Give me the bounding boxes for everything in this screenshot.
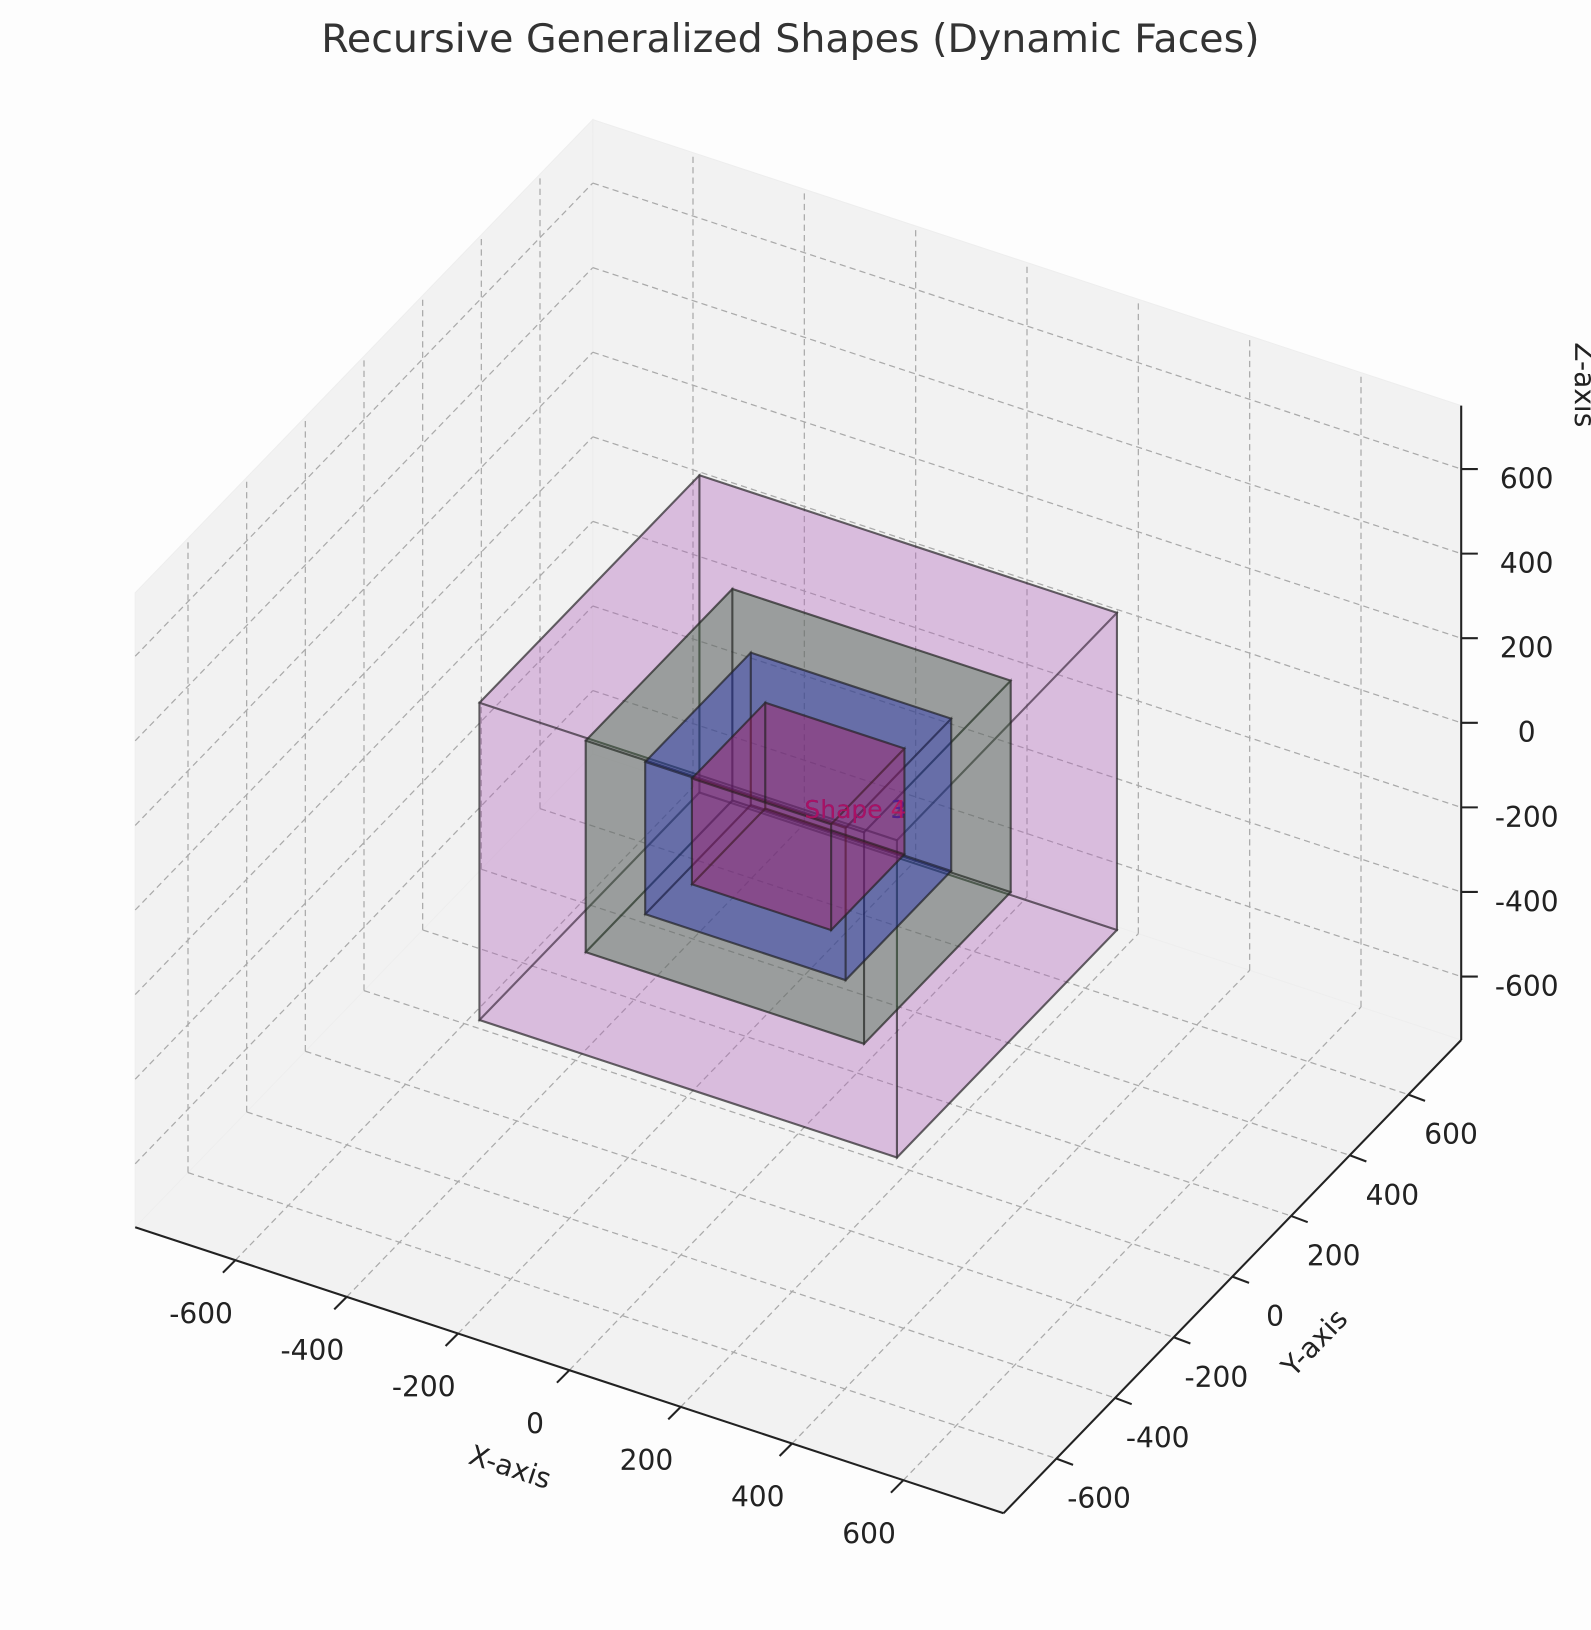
cube-face xyxy=(698,473,1118,932)
plot: Recursive Generalized Shapes (Dynamic Fa… xyxy=(134,16,1591,1550)
cube-face xyxy=(583,799,1013,1045)
shape-label: Shape 2 xyxy=(804,795,906,824)
z-tick-label: 400 xyxy=(1500,547,1554,580)
x-tick xyxy=(556,1369,571,1384)
y-tick-label: -600 xyxy=(1067,1482,1131,1515)
y-tick xyxy=(1114,1396,1133,1406)
grid-line xyxy=(791,969,1251,1444)
shape-label: Shape 3 xyxy=(804,795,906,824)
z-tick-label: -600 xyxy=(1495,970,1559,1003)
z-tick-label: -400 xyxy=(1495,885,1559,918)
grid-line xyxy=(305,1050,1174,1338)
cube-face xyxy=(862,678,1012,1047)
cube-face xyxy=(749,651,953,873)
grid-line xyxy=(134,520,594,996)
cube-face xyxy=(690,807,907,932)
grid-line xyxy=(592,351,1462,639)
y-tick xyxy=(1173,1336,1191,1345)
z-tick-label: -200 xyxy=(1495,801,1559,834)
cube-face xyxy=(583,587,1013,834)
x-tick xyxy=(444,1332,459,1347)
grid-line xyxy=(134,267,594,742)
x-tick xyxy=(333,1296,348,1311)
grid-line xyxy=(481,868,1350,1156)
x-tick-label: -600 xyxy=(169,1297,233,1330)
grid-line xyxy=(592,182,1462,470)
grid-line xyxy=(246,1111,1116,1399)
cube-face xyxy=(584,739,866,1046)
cube-face xyxy=(844,716,953,983)
grid-line xyxy=(134,436,594,911)
y-tick xyxy=(1056,1457,1074,1466)
grid-line xyxy=(457,859,917,1334)
cube-face xyxy=(584,586,734,955)
x-tick-label: 0 xyxy=(526,1407,544,1440)
grid-line xyxy=(592,436,1462,724)
y-tick-label: 0 xyxy=(1266,1300,1284,1333)
grid-line xyxy=(902,1006,1362,1481)
grid-line xyxy=(680,933,1139,1408)
y-tick-label: 200 xyxy=(1307,1240,1361,1273)
x-tick-label: 600 xyxy=(842,1517,896,1550)
x-tick xyxy=(890,1479,905,1494)
shape-label: Shape 1 xyxy=(804,795,906,824)
grid-line xyxy=(539,808,1409,1096)
x-tick xyxy=(778,1442,793,1457)
cube-face xyxy=(643,651,954,830)
grid-line xyxy=(134,605,594,1080)
z-tick-label: 0 xyxy=(1518,716,1536,749)
cube-face xyxy=(478,472,701,1023)
grid-line xyxy=(134,351,594,826)
grid-line xyxy=(568,896,1028,1371)
x-axis-label: X-axis xyxy=(465,1438,555,1495)
shape-label: Shape 4 xyxy=(804,795,906,824)
cube-face xyxy=(477,791,1119,1159)
cube-face xyxy=(644,760,847,982)
cube-face xyxy=(644,650,752,917)
y-tick-label: -200 xyxy=(1185,1361,1249,1394)
grid-line xyxy=(134,690,594,1165)
y-tick-label: -400 xyxy=(1126,1422,1190,1455)
z-tick-label: 200 xyxy=(1500,632,1554,665)
grid-line xyxy=(346,823,805,1298)
cube-face xyxy=(477,474,1119,842)
grid-line xyxy=(134,182,594,657)
y-axis-label: Y-axis xyxy=(1274,1302,1354,1383)
grid-line xyxy=(592,520,1462,808)
grid-line xyxy=(234,786,694,1261)
x-tick-label: 400 xyxy=(731,1481,785,1514)
cube-face xyxy=(731,587,1012,894)
z-axis-label: Z-axis xyxy=(1568,342,1591,427)
x-tick-label: -400 xyxy=(281,1334,345,1367)
x-tick xyxy=(667,1406,682,1421)
grid-line xyxy=(592,605,1462,893)
chart-title: Recursive Generalized Shapes (Dynamic Fa… xyxy=(321,16,1259,62)
x-tick-label: -200 xyxy=(392,1371,456,1404)
cube-face xyxy=(478,701,898,1159)
y-tick xyxy=(1349,1154,1367,1163)
cube-face xyxy=(690,700,767,887)
grid-line xyxy=(592,267,1462,555)
cube-face xyxy=(830,745,906,933)
grid-line xyxy=(363,990,1233,1278)
cube-face xyxy=(764,701,906,856)
y-tick xyxy=(1408,1093,1426,1102)
cube-face xyxy=(895,610,1118,1161)
y-tick-label: 600 xyxy=(1424,1118,1478,1151)
y-tick xyxy=(1290,1214,1309,1224)
cube-face xyxy=(690,777,833,932)
x-tick-label: 200 xyxy=(620,1444,674,1477)
z-tick-label: 600 xyxy=(1500,462,1554,495)
cube-face xyxy=(643,803,954,982)
grid-line xyxy=(187,1172,1057,1460)
grid-line xyxy=(592,689,1462,978)
grid-line xyxy=(422,929,1292,1217)
cube-face xyxy=(690,701,907,826)
y-tick-label: 400 xyxy=(1366,1179,1420,1212)
x-tick xyxy=(222,1259,237,1274)
y-tick xyxy=(1232,1275,1250,1284)
